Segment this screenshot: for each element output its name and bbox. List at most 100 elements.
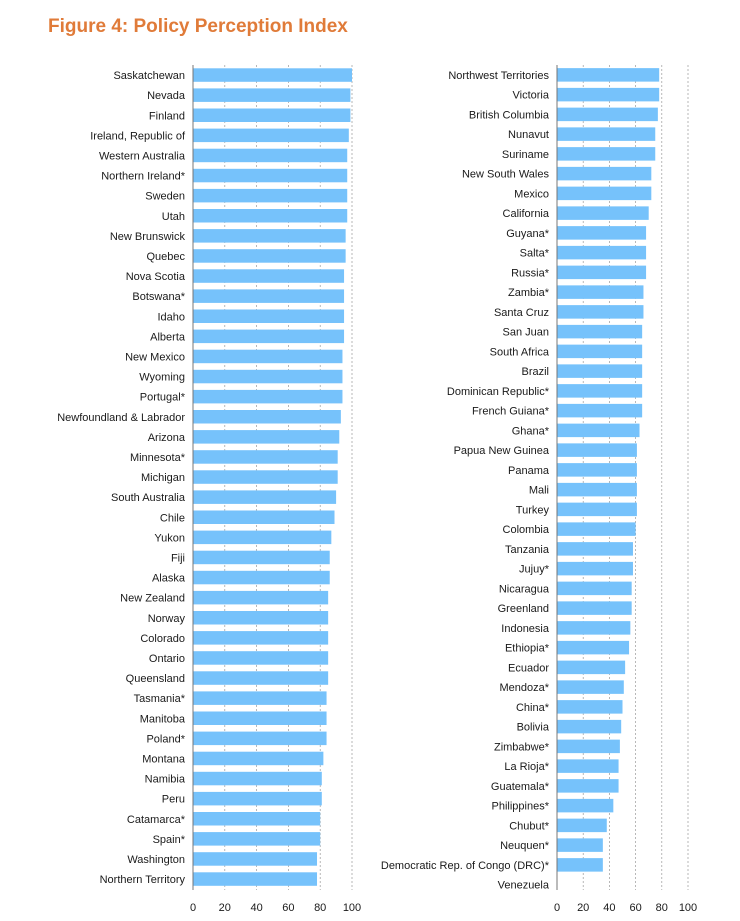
right-bar-5: [557, 166, 652, 181]
left-bar-12: [193, 309, 345, 323]
right-bar-13: [557, 324, 643, 339]
right-bar-0: [557, 68, 660, 82]
right-bar-6: [557, 186, 652, 201]
left-bar-35: [193, 771, 322, 786]
right-bar-20: [557, 463, 637, 477]
left-category-label-8: New Brunswick: [110, 231, 186, 243]
left-category-label-31: Tasmania*: [134, 693, 186, 705]
left-category-label-18: Arizona: [148, 432, 186, 444]
left-bar-27: [193, 611, 329, 625]
left-category-label-22: Chile: [160, 512, 185, 524]
right-bar-14: [557, 344, 643, 359]
right-category-label-7: California: [503, 208, 550, 220]
left-category-label-30: Queensland: [126, 673, 185, 685]
right-category-label-22: Turkey: [516, 504, 550, 516]
left-category-label-3: Ireland, Republic of: [90, 130, 186, 142]
left-bar-8: [193, 229, 346, 243]
left-category-label-39: Washington: [127, 854, 185, 866]
left-bar-15: [193, 369, 343, 384]
left-bar-1: [193, 88, 351, 102]
right-bar-9: [557, 245, 647, 260]
left-bar-19: [193, 450, 338, 464]
right-x-tick-label-100: 100: [679, 902, 697, 914]
right-x-tick-label-60: 60: [629, 902, 641, 914]
right-category-label-23: Colombia: [503, 524, 550, 536]
left-bar-28: [193, 631, 329, 645]
right-category-label-38: Chubut*: [509, 820, 549, 832]
right-bar-11: [557, 285, 644, 299]
left-category-label-23: Yukon: [154, 532, 185, 544]
right-category-label-2: British Columbia: [469, 109, 550, 121]
right-category-label-34: Zimbabwe*: [494, 741, 550, 753]
right-category-label-31: Mendoza*: [499, 682, 549, 694]
left-category-label-16: Portugal*: [140, 392, 186, 404]
right-category-label-39: Neuquen*: [500, 840, 550, 852]
left-category-label-34: Montana: [142, 753, 186, 765]
left-bar-16: [193, 389, 343, 404]
right-bar-4: [557, 147, 656, 161]
left-bar-4: [193, 148, 348, 163]
right-category-label-14: South Africa: [490, 346, 550, 358]
right-bar-2: [557, 107, 658, 122]
left-bar-9: [193, 249, 346, 263]
left-category-label-24: Fiji: [171, 552, 185, 564]
right-bar-37: [557, 798, 614, 813]
right-x-tick-label-20: 20: [577, 902, 589, 914]
right-bar-32: [557, 700, 623, 714]
left-bar-25: [193, 570, 330, 585]
left-category-label-7: Utah: [162, 211, 185, 223]
right-category-label-16: Dominican Republic*: [447, 386, 550, 398]
right-category-label-24: Tanzania: [505, 544, 550, 556]
left-category-label-37: Catamarca*: [127, 814, 186, 826]
left-category-label-19: Minnesota*: [130, 452, 186, 464]
left-category-label-21: South Australia: [111, 492, 186, 504]
right-category-label-36: Guatemala*: [491, 781, 550, 793]
right-bar-15: [557, 364, 643, 378]
right-bar-30: [557, 660, 626, 675]
right-bar-33: [557, 719, 622, 734]
left-bar-34: [193, 751, 324, 766]
right-bar-10: [557, 265, 647, 280]
right-category-label-17: French Guiana*: [472, 406, 550, 418]
left-bar-7: [193, 209, 348, 223]
left-category-label-35: Namibia: [145, 774, 186, 786]
right-bar-1: [557, 87, 660, 102]
right-x-tick-label-0: 0: [554, 902, 560, 914]
left-bar-18: [193, 430, 340, 444]
right-category-label-28: Indonesia: [501, 623, 550, 635]
right-category-label-8: Guyana*: [506, 228, 550, 240]
right-category-label-37: Philippines*: [492, 801, 550, 813]
right-bar-17: [557, 403, 643, 418]
left-category-label-13: Alberta: [150, 331, 186, 343]
left-category-label-0: Saskatchewan: [113, 70, 185, 82]
left-category-label-25: Alaska: [152, 573, 186, 585]
left-bar-14: [193, 349, 343, 364]
left-category-label-36: Peru: [162, 794, 185, 806]
left-category-label-28: Colorado: [140, 633, 185, 645]
left-bar-23: [193, 530, 332, 545]
right-x-tick-label-40: 40: [603, 902, 615, 914]
left-category-label-10: Nova Scotia: [126, 271, 186, 283]
left-category-label-33: Poland*: [146, 733, 185, 745]
right-category-label-25: Jujuy*: [519, 564, 550, 576]
left-x-tick-label-20: 20: [219, 902, 231, 914]
left-category-label-14: New Mexico: [125, 351, 185, 363]
right-bar-16: [557, 384, 643, 398]
right-bar-34: [557, 739, 620, 754]
right-bar-39: [557, 838, 603, 852]
right-category-label-6: Mexico: [514, 188, 549, 200]
left-bar-31: [193, 691, 327, 705]
right-bar-18: [557, 423, 640, 438]
right-bar-36: [557, 779, 619, 793]
left-bar-3: [193, 128, 349, 143]
right-category-label-12: Santa Cruz: [494, 307, 549, 319]
left-bar-2: [193, 108, 351, 122]
left-bar-33: [193, 731, 327, 746]
left-bar-40: [193, 872, 318, 886]
left-bar-0: [193, 68, 352, 82]
left-bar-5: [193, 168, 348, 183]
left-x-tick-label-0: 0: [190, 902, 196, 914]
left-bar-32: [193, 711, 327, 725]
right-category-label-40: Democratic Rep. of Congo (DRC)*: [381, 860, 550, 872]
left-category-label-17: Newfoundland & Labrador: [57, 412, 185, 424]
